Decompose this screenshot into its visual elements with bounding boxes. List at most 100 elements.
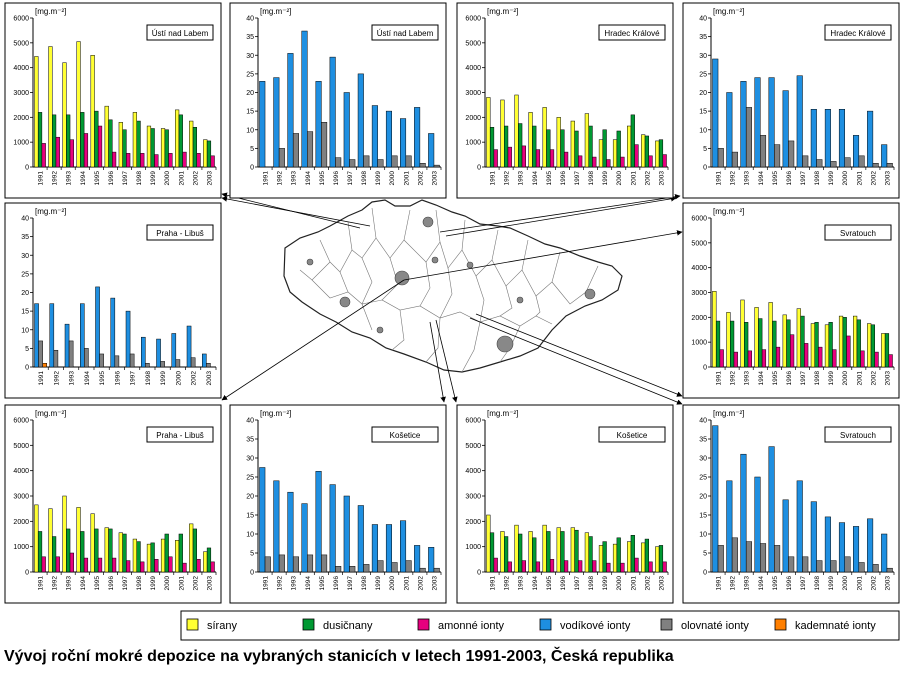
bar: [83, 133, 89, 168]
y-tick-label: 30: [699, 456, 707, 463]
x-tick-label: 2002: [870, 171, 877, 186]
y-tick-label: 10: [699, 127, 707, 134]
bar: [110, 297, 116, 368]
station-label: Svratouch: [824, 224, 892, 241]
x-tick-label: 1993: [744, 576, 751, 591]
x-tick-label: 1992: [730, 371, 737, 386]
x-tick-label: 2003: [658, 576, 665, 591]
y-tick-label: 6000: [691, 216, 707, 223]
bar: [772, 320, 777, 368]
bar: [160, 538, 166, 573]
y-tick-label: 10: [246, 127, 254, 134]
bar: [630, 535, 635, 573]
bar: [62, 495, 67, 573]
bar: [69, 139, 74, 168]
y-tick-label: 3000: [691, 290, 707, 297]
bar: [321, 554, 328, 573]
bar: [42, 363, 48, 368]
bar: [52, 536, 57, 573]
x-tick-label: 2003: [206, 371, 213, 386]
bar: [606, 159, 611, 168]
city-areas: [306, 216, 596, 353]
bar: [740, 453, 747, 573]
x-tick-label: 1993: [69, 371, 76, 386]
bar: [371, 105, 378, 168]
bar: [278, 554, 285, 573]
y-tick-label: 4000: [691, 265, 707, 272]
bar: [34, 56, 39, 168]
bar: [486, 97, 491, 168]
x-tick-label: 1992: [53, 371, 60, 386]
bar: [786, 319, 791, 368]
bar: [97, 557, 103, 573]
y-tick-label: 5000: [691, 240, 707, 247]
x-tick-label: 2000: [164, 171, 171, 186]
bar: [814, 322, 819, 368]
bar: [802, 155, 809, 168]
legend-label: dusičnany: [323, 620, 373, 632]
unit-label: [mg.m⁻²]: [713, 207, 744, 216]
x-tick-label: 1998: [588, 171, 595, 186]
legend-swatch: [186, 618, 199, 631]
y-tick-label: 2000: [13, 115, 29, 122]
bar: [287, 491, 294, 573]
bar: [616, 130, 621, 168]
bar: [500, 531, 505, 573]
bar: [832, 349, 837, 368]
bar: [844, 556, 851, 573]
legend-label: vodíkové ionty: [560, 620, 631, 632]
bar: [150, 542, 155, 573]
x-tick-label: 1991: [38, 371, 45, 386]
bar: [273, 480, 280, 573]
x-tick-label: 1997: [800, 576, 807, 591]
unit-label: [mg.m⁻²]: [487, 409, 518, 418]
bar: [810, 501, 817, 573]
y-tick-label: 20: [699, 494, 707, 501]
x-tick-label: 1997: [130, 371, 137, 386]
bar: [754, 77, 761, 168]
bar: [69, 552, 74, 573]
bar: [758, 318, 763, 368]
bar: [80, 112, 85, 168]
y-tick-label: 30: [21, 253, 29, 260]
bar: [94, 110, 99, 168]
bar: [514, 524, 519, 573]
bar: [858, 155, 865, 168]
y-tick-label: 30: [246, 53, 254, 60]
bar: [838, 315, 844, 368]
station-label: Praha - Libuš: [146, 426, 214, 443]
y-tick-label: 5: [250, 551, 254, 558]
bar: [385, 110, 392, 168]
bar: [592, 156, 597, 168]
bar: [349, 159, 356, 168]
bar: [881, 533, 888, 573]
bar: [542, 524, 547, 573]
y-tick-label: 35: [699, 437, 707, 444]
bar: [549, 559, 555, 573]
legend-item: vodíkové ionty: [539, 618, 631, 632]
bar: [598, 545, 604, 573]
x-tick-label: 2002: [417, 576, 424, 591]
station-label: Hradec Králové: [598, 24, 666, 41]
x-tick-label: 1999: [602, 576, 609, 591]
bar: [768, 446, 775, 573]
y-tick-label: 5000: [13, 40, 29, 47]
x-tick-label: 1999: [828, 171, 835, 186]
pointer-arrow: [435, 319, 458, 403]
bar: [535, 561, 541, 573]
bar: [486, 514, 491, 573]
bar: [126, 153, 131, 168]
bar: [860, 350, 865, 368]
x-tick-label: 1993: [291, 576, 298, 591]
x-tick-label: 2001: [178, 576, 185, 591]
bar: [507, 561, 512, 573]
czech-republic-map: [283, 199, 623, 373]
bar: [66, 528, 71, 573]
y-tick-label: 1000: [465, 544, 481, 551]
legend-item: sírany: [186, 618, 237, 632]
x-tick-label: 1993: [744, 171, 751, 186]
x-tick-label: 2001: [856, 576, 863, 591]
x-tick-label: 1999: [150, 171, 157, 186]
bar: [76, 41, 81, 168]
bar: [192, 528, 197, 573]
